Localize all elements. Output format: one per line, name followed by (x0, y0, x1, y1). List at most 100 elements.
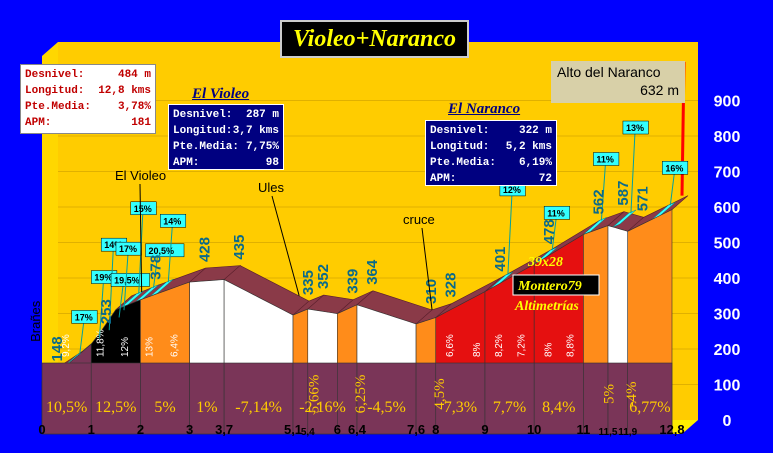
naranco-stat-row: Longitud: 5,2 kms (430, 139, 552, 155)
naranco-stats-panel: Desnivel: 322 m Longitud: 5,2 kms Pte.Medi… (425, 120, 557, 186)
elevation-label: 148 (49, 336, 66, 361)
segment-average-label: 7,3% (444, 399, 477, 416)
segment-average-label: 4,5% (432, 378, 448, 409)
x-tick-label: 0 (38, 422, 45, 437)
segment-average-label: -7,14% (235, 399, 282, 416)
place-label-ules: Ules (258, 180, 285, 195)
place-label-cruce: cruce (403, 212, 435, 227)
segment-band (484, 362, 535, 435)
segment-band (90, 362, 141, 435)
place-label-leader (271, 195, 300, 296)
sub-slope-label: 8,2% (494, 334, 505, 357)
stat-value: 287 m (245, 109, 279, 121)
sub-slope-label: 11,8% (96, 329, 107, 357)
sub-slope-label: 12% (120, 337, 131, 357)
segment-average-label: -4% (624, 382, 640, 407)
segment-band (356, 362, 417, 435)
segment-average-label: -4,5% (367, 399, 406, 416)
steep-ramp-marker (583, 217, 607, 235)
slope-flag-box (543, 206, 570, 220)
violeo-section-title: El Violeo (192, 86, 250, 102)
slope-flag-box (622, 120, 649, 135)
place-label-leader (421, 227, 433, 311)
summary-row: Desnivel: 484 m (25, 67, 151, 83)
x-tick-label: 10 (527, 422, 541, 437)
elevation-label: 378 (147, 255, 164, 280)
summit-name: Alto del Naranco (557, 64, 661, 80)
slope-flag-label: 19% (94, 273, 112, 283)
stat-value: 7,75% (245, 141, 279, 153)
slope-flag-leader (153, 255, 159, 288)
slope-flag-box (593, 152, 620, 166)
x-tick-label: 5,4 (301, 427, 315, 438)
slope-flag-box (145, 243, 185, 258)
segment-band (223, 362, 294, 435)
elevation-label: 571 (635, 186, 652, 211)
x-tick-label: 7,6 (407, 422, 425, 437)
y-tick-label: 800 (714, 129, 741, 146)
segment-average-label: 8,4% (542, 399, 575, 416)
segment-average-label: 5% (154, 399, 175, 416)
segment-band (140, 362, 190, 435)
slope-flag-leader (167, 226, 173, 283)
sub-slope-label: 8% (472, 342, 483, 357)
sub-slope-label: 9,2% (61, 334, 72, 357)
slope-flag-label: 16% (665, 163, 683, 173)
slope-flag-label: 13% (626, 123, 644, 133)
x-tick-label: 11,5 (599, 427, 618, 438)
violeo-stat-row: Desnivel: 287 m (173, 107, 279, 123)
x-tick-label: 2 (137, 422, 144, 437)
slope-flag-label: 14% (104, 240, 122, 250)
slope-flag-leader (669, 173, 675, 206)
slope-flag-box (160, 214, 187, 228)
stat-label: Pte.Media: (430, 157, 497, 169)
violeo-stat-row: APM: 98 (173, 155, 279, 171)
segment-average-label: 12,5% (95, 399, 136, 416)
x-tick-label: 12,8 (659, 422, 684, 437)
violeo-stats-panel: Desnivel: 287 m Longitud: 3,7 kms Pte.Medi… (168, 104, 284, 170)
slope-flag-leader (507, 194, 513, 275)
slope-flag-leader (630, 133, 636, 214)
slope-flag-box (71, 310, 98, 324)
slope-flag-leader (123, 254, 129, 311)
x-tick-label: 11 (577, 422, 591, 437)
x-tick-label: 6 (334, 422, 341, 437)
slope-flag-leader (108, 250, 114, 331)
sub-slope-label: 8% (543, 342, 554, 357)
elevation-label: 587 (615, 181, 632, 206)
x-tick-label: 9 (481, 422, 488, 437)
x-tick-label: 5,1 (284, 422, 302, 437)
stat-label: APM: (173, 157, 200, 169)
segment-average-label: 5,66% (306, 375, 322, 414)
stat-value: 5,2 kms (505, 141, 552, 153)
summary-row: Longitud: 12,8 kms (25, 83, 151, 99)
stat-value: 6,19% (518, 157, 552, 169)
slope-flag-label: 15% (134, 204, 152, 214)
slope-flag-label: 19,5% (114, 275, 140, 285)
naranco-stat-row: Pte.Media: 6,19% (430, 155, 552, 171)
summary-panel: Desnivel: 484 m Longitud: 12,8 kms Pte.Med… (20, 64, 156, 134)
y-tick-label: 200 (714, 342, 741, 359)
segment-average-label: 7,7% (493, 399, 526, 416)
segment-average-label: 10,5% (46, 399, 87, 416)
credit-line-2: Montero79 (517, 279, 582, 294)
summit-label-box: Alto del Naranco 632 m (551, 61, 685, 103)
summary-label: Pte.Media: (25, 101, 92, 113)
sub-slope-label: 7,2% (516, 334, 527, 357)
y-tick-label: 0 (723, 413, 732, 430)
violeo-stat-row: Longitud: 3,7 kms (173, 123, 279, 139)
x-tick-label: 3 (186, 422, 193, 437)
credit-line-3: Altimetrías (514, 299, 579, 314)
sub-slope-label: 6,6% (445, 334, 456, 357)
y-tick-label: 300 (714, 307, 741, 324)
stat-label: Pte.Media: (173, 141, 240, 153)
summit-elevation: 632 m (640, 82, 679, 98)
y-tick-label: 500 (714, 236, 741, 253)
slope-flag-leader (551, 218, 557, 251)
sub-slope-label: 8,8% (566, 334, 577, 357)
y-tick-label: 700 (714, 165, 741, 182)
segment-band (533, 362, 584, 435)
place-label-el-violeo: El Violeo (115, 168, 166, 183)
